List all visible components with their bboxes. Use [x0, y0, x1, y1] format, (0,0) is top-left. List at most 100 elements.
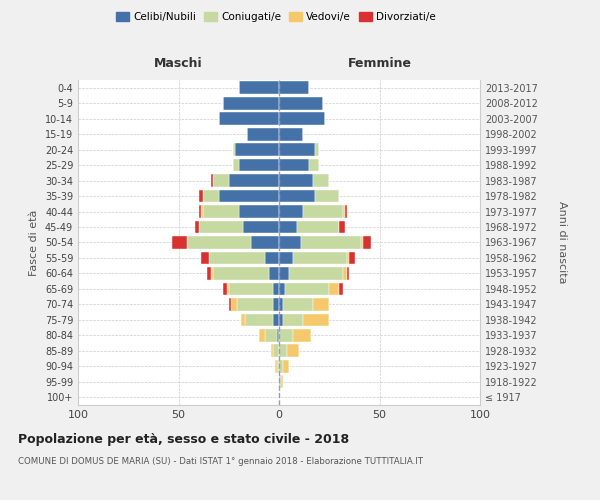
Bar [218, 112, 279, 125]
Bar [283, 298, 313, 310]
Bar [279, 112, 325, 125]
Bar [229, 298, 231, 310]
Bar [315, 190, 340, 202]
Bar [187, 236, 251, 249]
Bar [313, 298, 329, 310]
Bar [223, 97, 279, 110]
Bar [203, 205, 239, 218]
Bar [273, 298, 279, 310]
Bar [279, 205, 303, 218]
Bar [293, 329, 311, 342]
Bar [271, 344, 273, 357]
Bar [199, 190, 203, 202]
Bar [279, 376, 281, 388]
Bar [239, 82, 279, 94]
Bar [206, 267, 211, 280]
Text: Maschi: Maschi [154, 57, 203, 70]
Bar [279, 314, 283, 326]
Bar [233, 144, 235, 156]
Bar [349, 252, 355, 264]
Legend: Celibi/Nubili, Coniugati/e, Vedovi/e, Divorziati/e: Celibi/Nubili, Coniugati/e, Vedovi/e, Di… [112, 8, 440, 26]
Bar [293, 252, 347, 264]
Bar [241, 314, 245, 326]
Bar [277, 329, 279, 342]
Text: Popolazione per età, sesso e stato civile - 2018: Popolazione per età, sesso e stato civil… [18, 432, 349, 446]
Bar [283, 360, 289, 372]
Bar [273, 344, 279, 357]
Bar [203, 190, 218, 202]
Bar [279, 220, 297, 234]
Bar [279, 298, 283, 310]
Bar [200, 205, 203, 218]
Bar [297, 220, 340, 234]
Bar [243, 220, 279, 234]
Bar [275, 360, 277, 372]
Bar [239, 159, 279, 172]
Bar [212, 174, 229, 187]
Bar [361, 236, 364, 249]
Bar [279, 344, 287, 357]
Bar [279, 144, 315, 156]
Bar [279, 282, 285, 296]
Bar [227, 282, 229, 296]
Bar [211, 267, 212, 280]
Bar [285, 282, 329, 296]
Text: COMUNE DI DOMUS DE MARIA (SU) - Dati ISTAT 1° gennaio 2018 - Elaborazione TUTTIT: COMUNE DI DOMUS DE MARIA (SU) - Dati IST… [18, 458, 423, 466]
Text: Femmine: Femmine [347, 57, 412, 70]
Bar [279, 360, 283, 372]
Bar [346, 205, 347, 218]
Bar [279, 159, 309, 172]
Bar [279, 97, 323, 110]
Bar [245, 314, 273, 326]
Bar [223, 282, 227, 296]
Bar [233, 159, 239, 172]
Bar [172, 236, 187, 249]
Bar [269, 267, 279, 280]
Y-axis label: Fasce di età: Fasce di età [29, 210, 39, 276]
Bar [229, 282, 273, 296]
Bar [303, 314, 329, 326]
Bar [273, 314, 279, 326]
Bar [209, 252, 265, 264]
Bar [279, 128, 303, 140]
Bar [340, 282, 343, 296]
Y-axis label: Anni di nascita: Anni di nascita [557, 201, 567, 284]
Bar [343, 205, 346, 218]
Bar [289, 267, 343, 280]
Bar [279, 190, 315, 202]
Bar [309, 159, 319, 172]
Bar [231, 298, 237, 310]
Bar [237, 298, 273, 310]
Bar [315, 144, 319, 156]
Bar [259, 329, 265, 342]
Bar [235, 144, 279, 156]
Bar [287, 344, 299, 357]
Bar [265, 329, 277, 342]
Bar [283, 314, 303, 326]
Bar [239, 205, 279, 218]
Bar [313, 174, 329, 187]
Bar [343, 267, 347, 280]
Bar [279, 252, 293, 264]
Bar [229, 174, 279, 187]
Bar [273, 282, 279, 296]
Bar [200, 252, 209, 264]
Bar [301, 236, 361, 249]
Bar [364, 236, 371, 249]
Bar [281, 376, 283, 388]
Bar [218, 190, 279, 202]
Bar [199, 220, 243, 234]
Bar [265, 252, 279, 264]
Bar [347, 252, 349, 264]
Bar [211, 174, 212, 187]
Bar [340, 220, 346, 234]
Bar [279, 174, 313, 187]
Bar [279, 82, 309, 94]
Bar [329, 282, 340, 296]
Bar [251, 236, 279, 249]
Bar [279, 267, 289, 280]
Bar [279, 236, 301, 249]
Bar [212, 267, 269, 280]
Bar [277, 360, 279, 372]
Bar [247, 128, 279, 140]
